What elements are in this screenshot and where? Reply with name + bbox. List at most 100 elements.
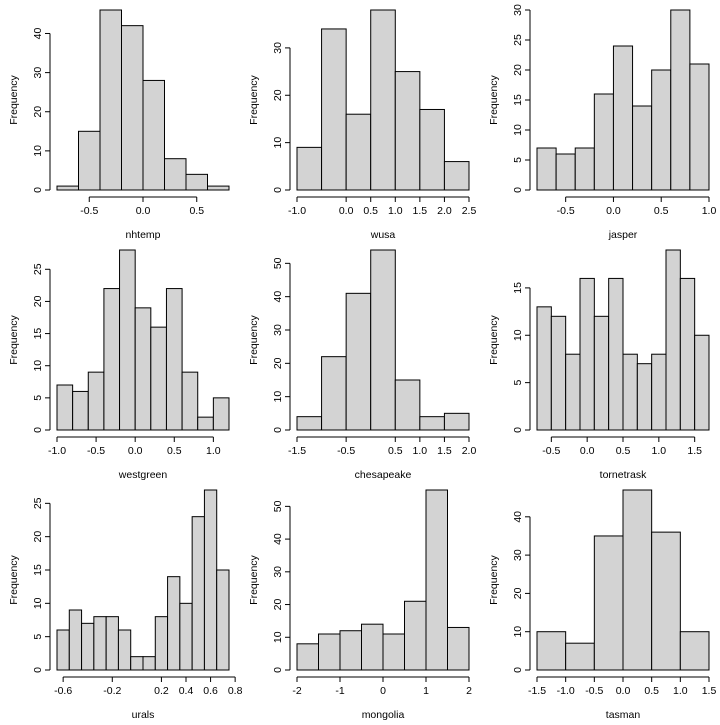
x-tick-label: -0.5: [80, 205, 98, 217]
y-tick-label: 30: [512, 4, 524, 16]
histogram-bar: [181, 371, 199, 431]
x-tick-label: 0.5: [644, 685, 659, 697]
y-tick-label: 0: [32, 427, 44, 433]
x-tick-label: 1.5: [413, 205, 428, 217]
x-tick-label: 0.8: [228, 685, 243, 697]
histogram-bar: [321, 28, 347, 191]
y-tick-label: 25: [32, 497, 44, 509]
y-tick-label: 25: [512, 34, 524, 46]
histogram-bar: [296, 146, 323, 191]
histogram-bar: [167, 576, 181, 671]
y-tick-label: 30: [272, 566, 284, 578]
histogram-bar: [694, 334, 710, 431]
x-tick-label: 1.0: [652, 445, 667, 457]
histogram-bar: [321, 356, 347, 431]
y-tick-label: 0: [32, 667, 44, 673]
histogram-bar: [72, 390, 89, 431]
y-tick-label: 20: [272, 89, 284, 101]
x-tick-label: 0.0: [606, 205, 621, 217]
histogram-bar: [216, 569, 230, 671]
histogram-bar: [164, 158, 187, 191]
y-tick-label: 20: [272, 357, 284, 369]
x-axis-label: chesapeake: [355, 469, 412, 481]
histogram-bar: [345, 113, 372, 191]
histogram-bar: [154, 616, 169, 671]
histogram-bar: [370, 249, 396, 431]
x-tick-label: 1.5: [702, 685, 717, 697]
histogram-bar: [142, 656, 156, 671]
histogram-bar: [550, 315, 567, 431]
histogram-bar: [651, 69, 672, 191]
y-tick-label: 50: [272, 257, 284, 269]
histogram-panel-tasman: -1.5 -1.0 -0.5 0.0 0.5 1.0 1.5 tasman 0 10 20 30 40 F…: [488, 489, 717, 721]
x-axis-label: westgreen: [118, 469, 168, 481]
x-tick-label: -1.0: [48, 445, 66, 457]
x-axis-label: nhtemp: [125, 229, 160, 241]
x-tick-label: -1.0: [288, 205, 306, 217]
histogram-bar: [185, 173, 208, 191]
x-tick-label: 2.0: [462, 445, 477, 457]
y-axis-label: Frequency: [8, 74, 20, 124]
histogram-bar: [296, 416, 323, 431]
histogram-bar: [165, 288, 183, 431]
y-tick-label: 15: [32, 328, 44, 340]
y-tick-label: 30: [32, 67, 44, 79]
histogram-bar: [56, 185, 79, 191]
histogram-bar: [419, 108, 445, 191]
x-tick-label: 0.5: [654, 205, 669, 217]
y-tick-label: 15: [512, 94, 524, 106]
histogram-bar: [203, 489, 218, 671]
histogram-bar: [370, 9, 396, 191]
histogram-bar: [670, 9, 691, 191]
x-tick-label: 0.0: [580, 445, 595, 457]
histogram-bar: [536, 306, 552, 431]
histogram-bar: [361, 623, 384, 671]
y-tick-label: 0: [32, 187, 44, 193]
x-tick-label: -1.5: [288, 445, 306, 457]
y-tick-label: 0: [272, 427, 284, 433]
y-tick-label: 30: [272, 324, 284, 336]
histogram-bar: [404, 600, 427, 671]
histogram-bar: [679, 631, 710, 671]
x-tick-label: 0.5: [167, 445, 182, 457]
histogram-bar: [93, 616, 107, 671]
histogram-bar: [651, 531, 681, 671]
y-tick-label: 10: [512, 626, 524, 638]
y-axis-label: Frequency: [488, 74, 500, 124]
x-tick-label: 0.5: [388, 445, 403, 457]
y-tick-label: 0: [272, 667, 284, 673]
histogram-bar: [665, 249, 681, 431]
x-axis-label: mongolia: [362, 709, 405, 720]
y-tick-label: 10: [32, 597, 44, 609]
histogram-bar: [574, 147, 595, 191]
histogram-bar: [150, 326, 167, 431]
histogram-bar: [191, 516, 205, 671]
y-tick-label: 30: [512, 549, 524, 561]
histogram-panel-jasper: -0.5 0.0 0.5 1.0 jasper 0 5 10 15 20 25 30 Frequency: [488, 4, 716, 241]
histogram-bar: [121, 25, 144, 191]
histogram-bar: [318, 633, 341, 671]
histogram-bar: [622, 353, 638, 431]
y-tick-label: 0: [272, 187, 284, 193]
y-tick-label: 10: [272, 631, 284, 643]
histogram-bar: [134, 307, 152, 431]
y-axis-label: Frequency: [248, 314, 260, 364]
histogram-bar: [119, 249, 136, 431]
y-tick-label: 5: [512, 157, 524, 163]
histogram-bar: [212, 397, 230, 431]
y-tick-label: 0: [512, 187, 524, 193]
x-tick-label: 0: [380, 685, 386, 697]
x-tick-label: 1.5: [687, 445, 702, 457]
histogram-panel-mongolia: -2 -1 0 1 2 mongolia 0 10 20 30 40 50 Frequency: [248, 489, 472, 721]
histogram-bar: [565, 353, 581, 431]
histogram-bar: [103, 288, 121, 431]
histogram-bar: [443, 161, 470, 191]
y-tick-label: 5: [32, 395, 44, 401]
y-tick-label: 10: [512, 329, 524, 341]
y-tick-label: 10: [512, 124, 524, 136]
histogram-bar: [179, 602, 193, 671]
x-tick-label: -2: [292, 685, 301, 697]
y-tick-label: 30: [272, 42, 284, 54]
x-tick-label: -1: [335, 685, 344, 697]
histogram-bar: [536, 631, 567, 671]
